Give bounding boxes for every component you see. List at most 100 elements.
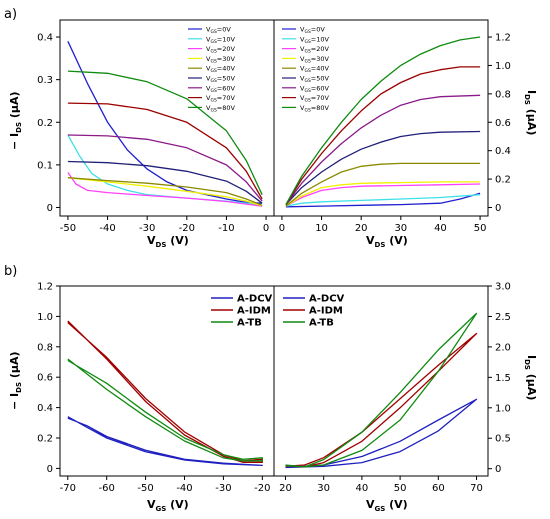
- a-right-ytick-label-4: 0.8: [495, 89, 511, 100]
- a-left-ytick-label-4: 0.4: [37, 33, 53, 44]
- b-left-xtick-label-1: -60: [99, 483, 115, 494]
- b-left-ytick-label-6: 1.2: [37, 282, 53, 293]
- b-right-series-2-line: [285, 312, 478, 468]
- a-right-xtick-label-2: 20: [355, 223, 368, 234]
- b-left-xtick-label-3: -40: [176, 483, 192, 494]
- a-left-legend-label-2: VGS=20V: [206, 45, 236, 55]
- a-right-xtick-label-3: 30: [394, 223, 407, 234]
- b-right-series-0-line: [285, 398, 478, 469]
- a-right-series-1-line: [285, 194, 481, 207]
- a-left-series-0-line: [67, 41, 263, 204]
- b-left-ytick-label-1: 0.2: [37, 434, 53, 445]
- b-left-ytick-label-2: 0.4: [37, 403, 53, 414]
- a-right-xtick-label-5: 50: [474, 223, 487, 234]
- a-right-ytick-label-0: 0: [495, 203, 501, 214]
- a-left-ytick-label-0: 0: [47, 203, 53, 214]
- legends: VGS=0VVGS=10VVGS=20VVGS=30VVGS=40VVGS=50…: [188, 26, 345, 329]
- a-right-ylabel: IDS (μA): [523, 90, 538, 135]
- a-right-series-0-line: [285, 192, 481, 208]
- a-left-series-4-line: [67, 177, 263, 206]
- a-right-ytick-label-2: 0.4: [495, 146, 511, 157]
- b-left-series-0-line: [67, 416, 263, 467]
- a-left-xtick-label-3: -20: [179, 223, 195, 234]
- b-right-ytick-label-6: 3.0: [495, 282, 511, 293]
- b-left-ytick-label-3: 0.6: [37, 373, 53, 384]
- b-right-legend-label-2: A-TB: [309, 318, 334, 329]
- a-right-xtick-label-1: 10: [315, 223, 328, 234]
- a-left-legend-label-4: VGS=40V: [206, 65, 236, 75]
- b-left-xtick-label-4: -30: [215, 483, 231, 494]
- a-left-legend-label-5: VGS=50V: [206, 75, 236, 85]
- plot-frame-b-right: [273, 285, 489, 477]
- b-left-series-2-line: [67, 358, 263, 462]
- a-right-legend-label-4: VGS=40V: [300, 65, 330, 75]
- a-right-ytick-label-5: 1.0: [495, 61, 511, 72]
- a-right-series-4-line: [285, 162, 481, 207]
- a-right-legend-label-2: VGS=20V: [300, 45, 330, 55]
- a-right-ytick-label-1: 0.2: [495, 175, 511, 186]
- a-left-legend-label-3: VGS=30V: [206, 55, 236, 65]
- a-left-legend-label-0: VGS=0V: [206, 26, 231, 36]
- a-right-series-3-line: [285, 181, 481, 207]
- a-right-legend-label-0: VGS=0V: [300, 26, 325, 36]
- a-left-ytick-label-2: 0.2: [37, 118, 53, 129]
- a-right-legend-label-6: VGS=60V: [300, 84, 330, 94]
- a-left-series-7-line: [67, 102, 263, 200]
- panel-label-a: a): [4, 7, 17, 22]
- a-right-ytick-label-6: 1.2: [495, 33, 511, 44]
- b-right-xtick-label-5: 70: [470, 483, 483, 494]
- b-left-ytick-label-4: 0.8: [37, 342, 53, 353]
- a-left-legend-label-6: VGS=60V: [206, 84, 236, 94]
- b-left-xlabel: VGS (V): [147, 498, 189, 513]
- a-left-series-6-line: [67, 134, 263, 202]
- b-right-xtick-label-3: 50: [394, 483, 407, 494]
- a-right-series-5-line: [285, 130, 481, 206]
- a-right-legend-label-8: VGS=80V: [300, 104, 330, 114]
- a-left-legend-label-7: VGS=70V: [206, 94, 236, 104]
- b-right-xtick-label-4: 60: [432, 483, 445, 494]
- b-right-xtick-label-0: 20: [279, 483, 292, 494]
- a-right-legend-label-1: VGS=10V: [300, 35, 330, 45]
- b-right-xtick-label-1: 30: [317, 483, 330, 494]
- a-right-series-2-line: [285, 183, 481, 207]
- b-right-ytick-label-3: 1.5: [495, 373, 511, 384]
- a-right-legend-label-7: VGS=70V: [300, 94, 330, 104]
- a-right-xlabel: VDS (V): [366, 234, 408, 249]
- a-right-xtick-label-0: 0: [279, 223, 285, 234]
- a-left-ylabel: − IDS (μA): [8, 92, 23, 151]
- a-left-xtick-label-5: 0: [263, 223, 269, 234]
- b-right-ytick-label-4: 2.0: [495, 342, 511, 353]
- a-left-xlabel: VDS (V): [147, 234, 189, 249]
- a-left-xtick-label-2: -30: [139, 223, 155, 234]
- a-left-series-5-line: [67, 160, 263, 204]
- a-left-ytick-label-1: 0.1: [37, 160, 53, 171]
- b-left-ytick-label-5: 1.0: [37, 312, 53, 323]
- plot-frame-a-left: [59, 19, 275, 217]
- b-right-xlabel: VGS (V): [366, 498, 408, 513]
- a-right-ytick-label-3: 0.6: [495, 118, 511, 129]
- a-left-series-8-line: [67, 70, 263, 195]
- a-left-ytick-label-3: 0.3: [37, 75, 53, 86]
- a-left-legend-label-1: VGS=10V: [206, 35, 236, 45]
- panel-label-b: b): [4, 264, 17, 279]
- a-left-legend-label-8: VGS=80V: [206, 104, 236, 114]
- b-left-legend-label-2: A-TB: [237, 318, 262, 329]
- plot-b-right: 20 30 40 50 60 70 0 0.5 1.0 1.5 2.0 2.5 3.0: [279, 282, 511, 495]
- a-right-series-7-line: [285, 66, 481, 205]
- a-left-xtick-label-0: -50: [60, 223, 76, 234]
- a-right-legend-label-3: VGS=30V: [300, 55, 330, 65]
- a-right-xtick-label-4: 40: [434, 223, 447, 234]
- b-left-xtick-label-2: -50: [137, 483, 153, 494]
- b-right-ytick-label-0: 0: [495, 464, 501, 475]
- b-right-legend-label-1: A-IDM: [309, 306, 343, 317]
- b-left-xtick-label-0: -70: [60, 483, 76, 494]
- plot-b-left: -70 -60 -50 -40 -30 -20 0 0.2 0.4 0.6 0.8 1.0 1.2: [37, 282, 270, 495]
- b-left-legend-label-0: A-DCV: [237, 294, 273, 305]
- b-right-ytick-label-5: 2.5: [495, 312, 511, 323]
- plot-frame-a-right: [273, 19, 489, 217]
- b-left-ylabel: − IDS (μA): [8, 352, 23, 411]
- b-right-legend-label-0: A-DCV: [309, 294, 345, 305]
- a-left-series-2-line: [67, 172, 263, 207]
- plot-a-right: 0 10 20 30 40 50 0 0.2 0.4 0.6 0.8 1.0 1.2: [279, 33, 511, 234]
